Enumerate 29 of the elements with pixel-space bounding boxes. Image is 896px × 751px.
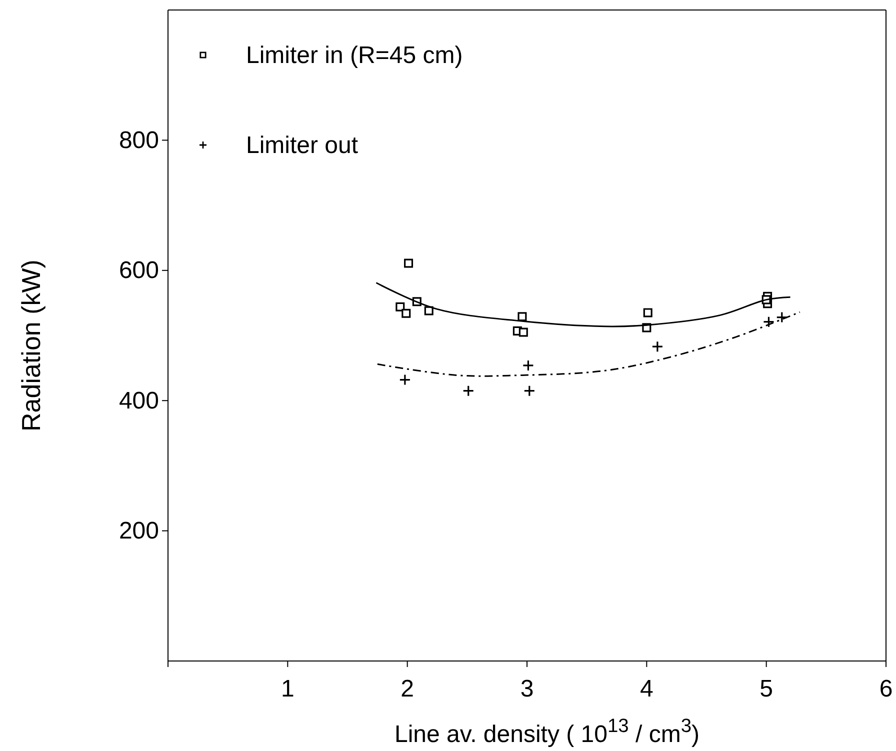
point <box>462 385 474 397</box>
legend-label: Limiter in (R=45 cm) <box>246 42 463 69</box>
point <box>652 340 664 352</box>
point <box>524 385 536 397</box>
point <box>518 328 528 337</box>
point <box>522 360 534 372</box>
x-tick-label: 5 <box>760 675 774 702</box>
y-axis-title: Radiation (kW) <box>16 260 46 432</box>
point <box>643 308 652 318</box>
y-tick-label: 600 <box>118 257 159 284</box>
point <box>402 308 411 318</box>
line-series <box>376 311 801 377</box>
point <box>762 316 775 328</box>
point <box>396 302 405 312</box>
x-tick-label: 4 <box>640 675 654 702</box>
point <box>518 312 527 322</box>
x-tick-label: 6 <box>879 675 893 702</box>
y-tick-label: 400 <box>118 387 159 414</box>
x-axis-title: Line av. density ( 10$^{13}$ / cm$^{3}$) <box>394 716 700 748</box>
point <box>424 306 434 316</box>
point <box>776 311 788 324</box>
y-tick-label: 800 <box>118 126 159 154</box>
legend-label: Limiter out <box>246 132 358 159</box>
x-tick-label: 2 <box>400 675 414 702</box>
y-tick-label: 200 <box>118 517 159 544</box>
point <box>404 258 414 268</box>
point <box>399 374 411 386</box>
x-tick-label: 3 <box>520 675 534 702</box>
x-tick-label: 1 <box>280 675 294 702</box>
